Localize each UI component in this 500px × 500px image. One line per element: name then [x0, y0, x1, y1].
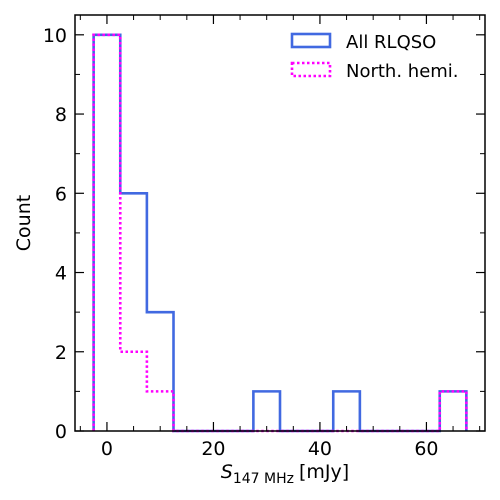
x-tick-label: 60: [414, 438, 438, 460]
x-axis-label-symbol: S: [221, 461, 233, 483]
y-tick-label: 10: [43, 25, 67, 47]
legend-label-north-hemi: North. hemi.: [346, 61, 459, 82]
x-tick-label: 40: [308, 438, 332, 460]
y-axis-label: Count: [13, 195, 35, 251]
histogram-series-north-hemi: [92, 33, 468, 433]
legend: All RLQSO North. hemi.: [290, 32, 459, 82]
y-tick-label: 0: [55, 421, 67, 443]
x-tick-label: 20: [201, 438, 225, 460]
y-tick-label: 6: [55, 183, 67, 205]
legend-swatch-north-hemi: [290, 61, 332, 78]
legend-label-all-rlqso: All RLQSO: [346, 32, 436, 53]
plot-content: [92, 33, 468, 433]
x-axis-label-unit: [mJy]: [299, 461, 349, 483]
x-axis-label-subscript: 147 MHz: [233, 471, 294, 487]
x-tick-label: 0: [101, 438, 113, 460]
legend-swatch-box-all-rlqso: [290, 32, 332, 49]
y-tick-label: 2: [55, 342, 67, 364]
x-axis-label: S147 MHz [mJy]: [221, 461, 349, 487]
axis-ticks: 0 20 40 60 0 2 4 6 8 10: [43, 15, 485, 460]
y-tick-label: 8: [55, 104, 67, 126]
y-tick-label: 4: [55, 263, 67, 285]
plot-frame: [74, 14, 486, 432]
histogram-series-all-rlqso: [92, 33, 468, 433]
